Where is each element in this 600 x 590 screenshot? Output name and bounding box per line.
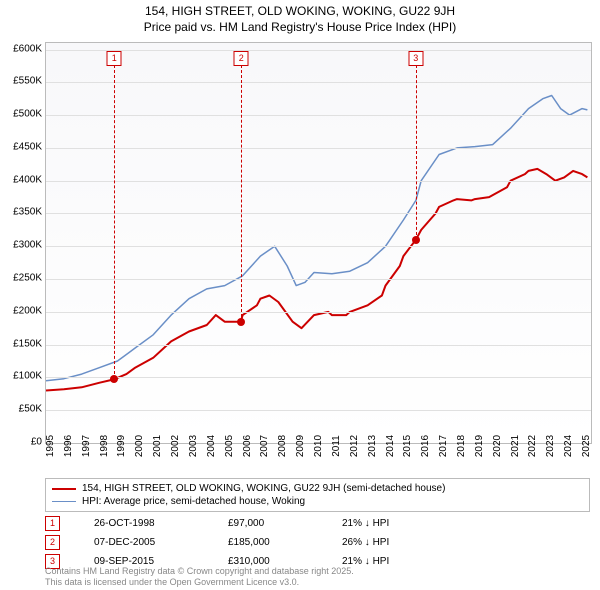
legend-label-hpi: HPI: Average price, semi-detached house,… — [82, 496, 305, 507]
y-tick-label: £600K — [13, 43, 42, 54]
marker-box: 1 — [107, 51, 122, 66]
legend: 154, HIGH STREET, OLD WOKING, WOKING, GU… — [45, 478, 590, 512]
x-tick-label: 2000 — [134, 435, 145, 457]
y-tick-label: £250K — [13, 273, 42, 284]
x-tick-label: 1996 — [63, 435, 74, 457]
x-tick-label: 2010 — [313, 435, 324, 457]
event-delta: 21% ↓ HPI — [342, 556, 590, 567]
marker-dot — [110, 375, 118, 383]
title-line1: 154, HIGH STREET, OLD WOKING, WOKING, GU… — [0, 4, 600, 20]
legend-item-property: 154, HIGH STREET, OLD WOKING, WOKING, GU… — [52, 482, 583, 495]
y-tick-label: £300K — [13, 240, 42, 251]
x-tick-label: 1999 — [116, 435, 127, 457]
x-tick-label: 2017 — [438, 435, 449, 457]
y-tick-label: £0 — [31, 437, 42, 448]
x-tick-label: 2012 — [349, 435, 360, 457]
x-tick-label: 2020 — [492, 435, 503, 457]
event-price: £97,000 — [228, 518, 328, 529]
title-line2: Price paid vs. HM Land Registry's House … — [0, 20, 600, 36]
event-delta: 21% ↓ HPI — [342, 518, 590, 529]
y-tick-label: £350K — [13, 207, 42, 218]
y-axis: £0£50K£100K£150K£200K£250K£300K£350K£400… — [0, 42, 44, 442]
event-num: 1 — [45, 516, 60, 531]
x-tick-label: 2022 — [527, 435, 538, 457]
y-tick-label: £450K — [13, 141, 42, 152]
event-date: 07-DEC-2005 — [94, 537, 214, 548]
x-tick-label: 2004 — [206, 435, 217, 457]
x-tick-label: 2018 — [456, 435, 467, 457]
event-price: £310,000 — [228, 556, 328, 567]
y-tick-label: £550K — [13, 76, 42, 87]
footer-line1: Contains HM Land Registry data © Crown c… — [45, 566, 354, 577]
chart-plot-area: 1 2 3 — [45, 42, 592, 444]
event-price: £185,000 — [228, 537, 328, 548]
legend-label-property: 154, HIGH STREET, OLD WOKING, WOKING, GU… — [82, 483, 445, 494]
y-tick-label: £100K — [13, 371, 42, 382]
x-tick-label: 2005 — [224, 435, 235, 457]
chart-title: 154, HIGH STREET, OLD WOKING, WOKING, GU… — [0, 0, 600, 35]
x-tick-label: 2008 — [277, 435, 288, 457]
y-tick-label: £200K — [13, 305, 42, 316]
marker-dot — [237, 318, 245, 326]
x-tick-label: 2011 — [331, 435, 342, 457]
x-tick-label: 1997 — [81, 435, 92, 457]
x-tick-label: 2024 — [563, 435, 574, 457]
x-tick-label: 2025 — [581, 435, 592, 457]
x-axis: 1995199619971998199920002001200220032004… — [45, 442, 590, 477]
legend-swatch-property — [52, 488, 76, 490]
marker-box: 2 — [234, 51, 249, 66]
x-tick-label: 2015 — [402, 435, 413, 457]
y-tick-label: £150K — [13, 338, 42, 349]
marker-dot — [412, 236, 420, 244]
event-num: 2 — [45, 535, 60, 550]
y-tick-label: £500K — [13, 109, 42, 120]
x-tick-label: 2009 — [295, 435, 306, 457]
footer-line2: This data is licensed under the Open Gov… — [45, 577, 354, 588]
x-tick-label: 2002 — [170, 435, 181, 457]
event-row: 1 26-OCT-1998 £97,000 21% ↓ HPI — [45, 514, 590, 533]
legend-item-hpi: HPI: Average price, semi-detached house,… — [52, 495, 583, 508]
legend-swatch-hpi — [52, 501, 76, 502]
event-row: 2 07-DEC-2005 £185,000 26% ↓ HPI — [45, 533, 590, 552]
x-tick-label: 2006 — [242, 435, 253, 457]
chart-lines — [46, 43, 591, 443]
x-tick-label: 2016 — [420, 435, 431, 457]
x-tick-label: 1995 — [45, 435, 56, 457]
x-tick-label: 2003 — [188, 435, 199, 457]
x-tick-label: 2013 — [367, 435, 378, 457]
y-tick-label: £400K — [13, 174, 42, 185]
event-date: 09-SEP-2015 — [94, 556, 214, 567]
x-tick-label: 2001 — [152, 435, 163, 457]
x-tick-label: 2007 — [259, 435, 270, 457]
x-tick-label: 1998 — [99, 435, 110, 457]
x-tick-label: 2019 — [474, 435, 485, 457]
x-tick-label: 2023 — [545, 435, 556, 457]
x-tick-label: 2021 — [510, 435, 521, 457]
event-date: 26-OCT-1998 — [94, 518, 214, 529]
marker-box: 3 — [408, 51, 423, 66]
y-tick-label: £50K — [19, 404, 42, 415]
event-delta: 26% ↓ HPI — [342, 537, 590, 548]
x-tick-label: 2014 — [385, 435, 396, 457]
event-list: 1 26-OCT-1998 £97,000 21% ↓ HPI 2 07-DEC-2005… — [45, 514, 590, 571]
footer-attribution: Contains HM Land Registry data © Crown c… — [45, 566, 354, 588]
